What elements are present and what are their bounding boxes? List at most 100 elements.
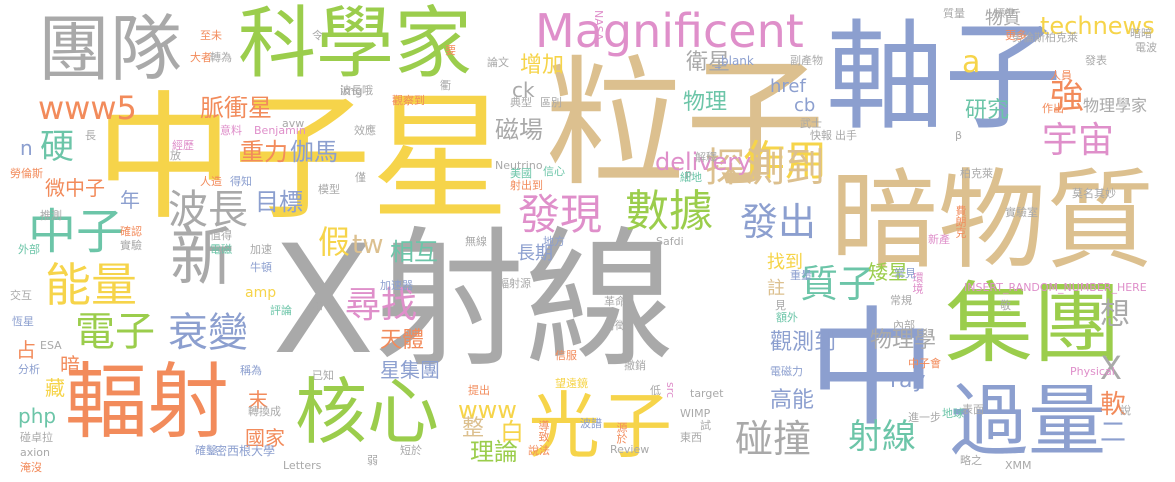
- word-experiment: 實驗: [120, 239, 142, 252]
- word-php: php: [18, 404, 57, 428]
- word-spectrum: 波譜: [580, 417, 602, 430]
- word-ray-line: 射線: [848, 417, 916, 457]
- word-mutual: 相互: [390, 238, 438, 266]
- word-quality: 質量: [943, 7, 965, 20]
- word-wave-bo: 波長哦: [340, 84, 373, 97]
- word-further: 進一步: [908, 411, 941, 424]
- word-href: href: [770, 76, 806, 97]
- word-ring: 環境: [911, 272, 924, 294]
- word-weak: 弱: [367, 454, 378, 467]
- word-radiation: 輻射: [65, 355, 230, 450]
- word-universe: 宇宙: [1042, 120, 1115, 161]
- word-year: 年: [120, 188, 140, 212]
- word-new: 新: [170, 221, 234, 295]
- word-michigan: 密西根大學: [215, 444, 276, 458]
- word-revolution: 革命: [604, 295, 626, 308]
- word-increase: 增加: [520, 53, 565, 78]
- word-short: 短於: [400, 444, 422, 457]
- word-detect: 探測到: [705, 145, 825, 191]
- word-long: 長: [85, 129, 96, 142]
- word-model: 模型: [318, 183, 340, 196]
- word-cang: 藏: [45, 376, 65, 400]
- word-meaning: 意料: [220, 124, 242, 137]
- word-ck: ck: [512, 78, 535, 102]
- word-obtain: 得知: [230, 175, 252, 188]
- word-result: 導致: [537, 420, 550, 442]
- word-people: 人造: [200, 175, 222, 188]
- word-axion-en: axion: [20, 446, 51, 459]
- word-an: 暗: [60, 353, 80, 377]
- word-assume: 假: [318, 223, 351, 261]
- word-known: 已知: [312, 369, 334, 382]
- word-toward: 碰卓拉: [20, 431, 53, 444]
- word-think: 想: [1100, 297, 1130, 332]
- word-star-cluster: 星集團: [380, 358, 440, 382]
- word-insert: INSERT_RANDOM_NUMBER_HERE: [964, 281, 1147, 294]
- word-proton: 質子: [800, 262, 877, 306]
- word-strong: 強: [1050, 77, 1084, 117]
- word-decay: 衰變: [168, 310, 248, 356]
- word-gamma: 伽馬: [290, 138, 338, 166]
- word-mystery: 莫名其妙: [1072, 187, 1116, 200]
- word-data: 數據: [625, 186, 713, 237]
- word-discover: 發現: [518, 190, 603, 239]
- word-east: 東西: [680, 431, 702, 444]
- word-dwarf: 矮星: [868, 260, 908, 284]
- word-two: 二: [1100, 418, 1127, 448]
- word-target: 目標: [255, 188, 303, 216]
- word-action: 作用: [743, 136, 828, 185]
- word-converted: 轉換成: [248, 405, 281, 418]
- word-electric-wave: 電波: [1135, 41, 1157, 54]
- word-byproduct: 副產物: [790, 54, 823, 67]
- word-accelerate: 加速: [250, 243, 272, 256]
- word-value: 值得: [210, 229, 232, 242]
- word-nasa: NASA: [592, 10, 605, 41]
- word-telescope: 望遠鏡: [555, 377, 588, 390]
- word-scientist: 科學家: [238, 0, 473, 89]
- word-src: src: [664, 382, 677, 399]
- word-beta: β: [955, 129, 963, 142]
- word-present: 提出: [468, 384, 490, 397]
- word-particle: 粒子: [545, 43, 826, 206]
- word-tw: tw: [352, 230, 384, 260]
- word-excess: 過量: [950, 377, 1107, 467]
- word-infer: 推測: [40, 209, 62, 222]
- word-neutron: 中子: [28, 204, 125, 260]
- word-research: 研究: [965, 98, 1010, 123]
- word-extra: 額外: [776, 311, 798, 324]
- word-x-ray: X射線: [272, 214, 675, 388]
- word-person: 人員: [1050, 69, 1072, 82]
- word-n: n: [20, 136, 33, 160]
- word-classify: 經歷: [172, 139, 194, 152]
- word-hengxing: 恆星: [12, 315, 34, 328]
- word-newton: 牛頓: [250, 261, 272, 274]
- word-slot: 確鑿: [195, 444, 217, 457]
- word-observe: 觀測到: [770, 330, 837, 355]
- word-energy: 能量: [45, 258, 137, 312]
- word-team: 團隊: [38, 7, 183, 91]
- word-micro-neutron: 微中子: [45, 176, 105, 200]
- word-www5: www5: [38, 89, 137, 127]
- word-xmm: XMM: [1005, 459, 1032, 472]
- word-thesis: 論文: [487, 56, 509, 69]
- word-fall: 放: [170, 149, 181, 162]
- word-drown: 淹沒: [20, 461, 42, 474]
- word-saying: 說法: [528, 444, 550, 457]
- word-low: 低: [650, 384, 661, 397]
- word-confidence: 信心: [543, 165, 565, 178]
- word-needs: 要: [445, 44, 456, 57]
- word-comment2: 論: [312, 299, 323, 312]
- word-ordinance: 令: [312, 29, 323, 42]
- word-ee: 衢: [440, 79, 451, 92]
- word-feature: 特徵: [604, 319, 626, 332]
- word-accelerator: 加速器: [380, 279, 413, 292]
- word-wuzhi: 物質: [985, 8, 1021, 29]
- word-cluster: 集團: [945, 272, 1122, 375]
- word-collision: 碰撞: [735, 417, 812, 461]
- word-electron: 電子: [75, 309, 155, 355]
- word-soft: 軟: [1100, 390, 1127, 420]
- word-blank: _blank: [715, 54, 754, 68]
- word-theory: 理論: [470, 438, 518, 466]
- word-coming: 作出: [1042, 102, 1064, 115]
